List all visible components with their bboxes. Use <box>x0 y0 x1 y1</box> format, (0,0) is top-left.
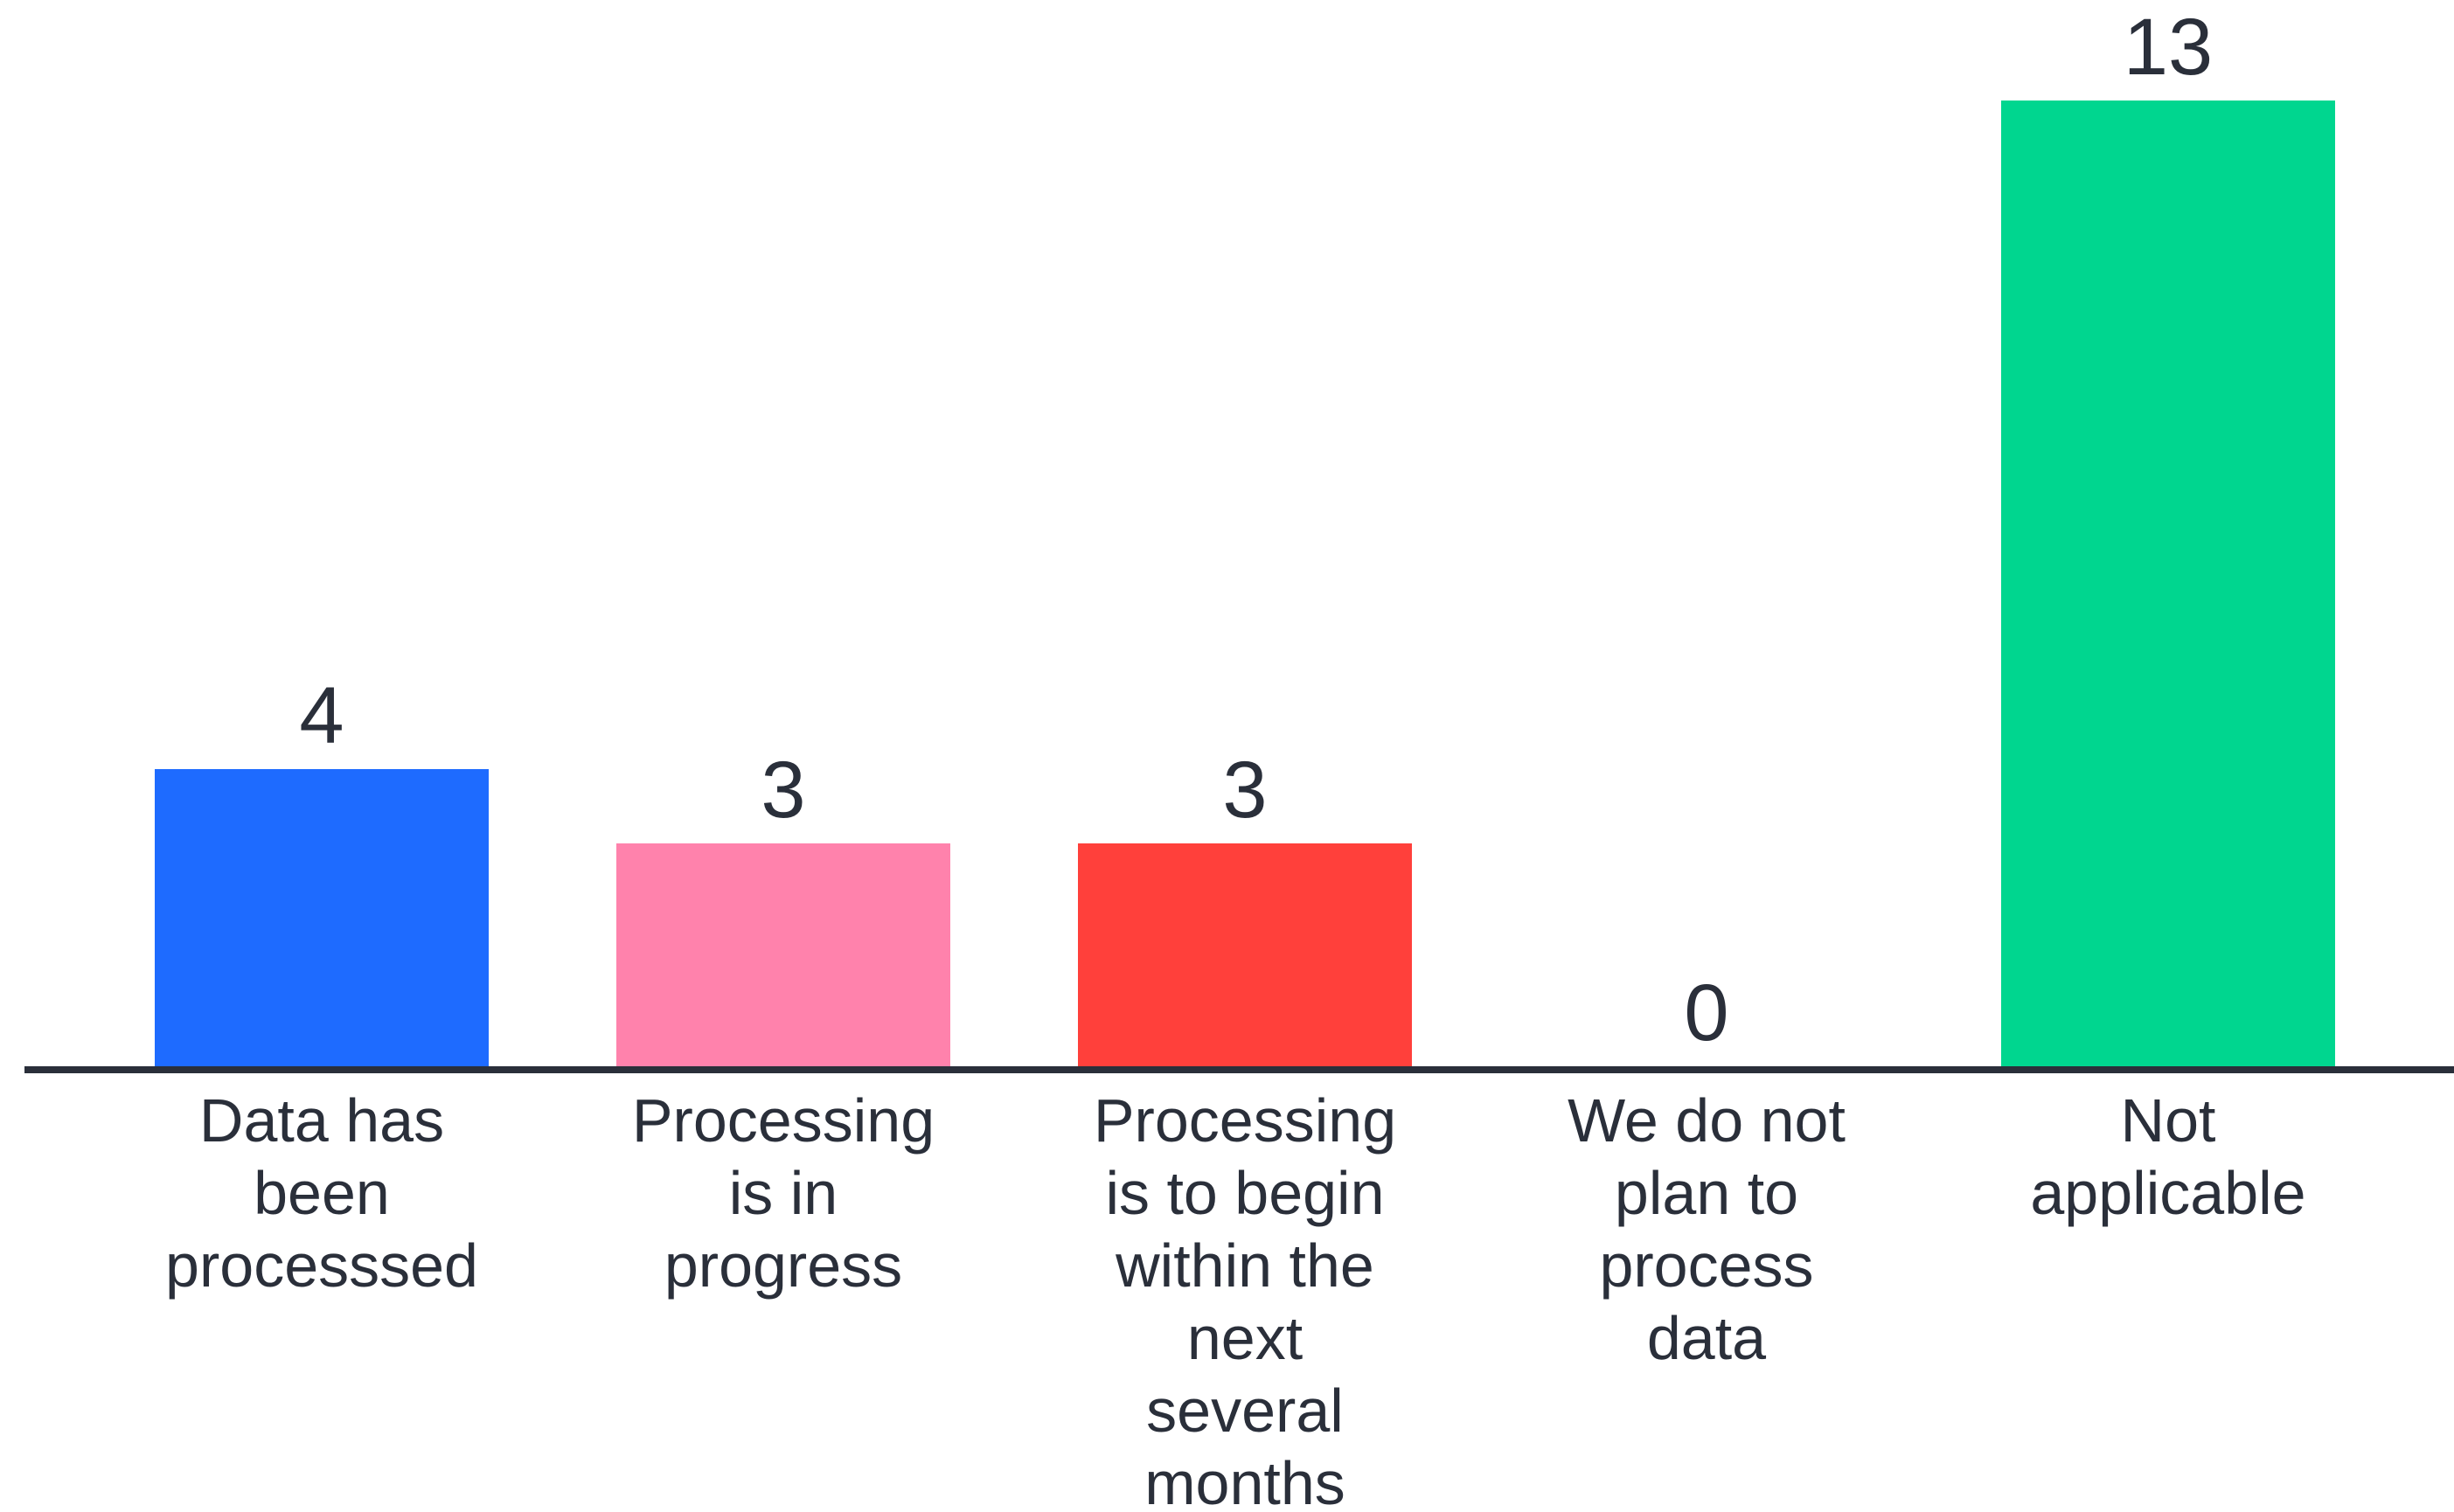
category-label-line: is to begin <box>1105 1159 1384 1227</box>
category-label-line: months <box>1144 1449 1345 1512</box>
category-label-line: We do not <box>1568 1086 1846 1155</box>
value-label-0: 4 <box>299 671 344 760</box>
category-label-line: Processing <box>1094 1086 1396 1155</box>
bars-group <box>155 101 2335 1066</box>
value-label-4: 13 <box>2124 3 2213 92</box>
value-labels-group: 4 3 3 0 13 <box>299 3 2213 1058</box>
category-label-line: process <box>1599 1231 1813 1300</box>
category-label-line: been <box>254 1159 390 1227</box>
category-label-2: Processing is to begin within the next sever… <box>1094 1086 1396 1512</box>
category-label-0: Data has been processsed <box>165 1086 478 1300</box>
category-label-line: Not <box>2121 1086 2216 1155</box>
category-label-line: data <box>1647 1304 1766 1372</box>
bar-4 <box>2001 101 2335 1066</box>
category-label-1: Processing is in progress <box>632 1086 935 1300</box>
category-label-line: applicable <box>2030 1159 2305 1227</box>
value-label-3: 0 <box>1684 968 1728 1058</box>
category-label-line: processsed <box>165 1231 478 1300</box>
category-label-line: plan to <box>1615 1159 1798 1227</box>
value-label-2: 3 <box>1222 746 1267 835</box>
value-label-1: 3 <box>761 746 805 835</box>
category-label-3: We do not plan to process data <box>1568 1086 1846 1372</box>
bar-1 <box>616 843 950 1066</box>
category-label-line: several <box>1146 1377 1344 1445</box>
category-label-4: Not applicable <box>2030 1086 2305 1227</box>
category-label-line: within the <box>1115 1231 1374 1300</box>
category-label-line: is in <box>729 1159 838 1227</box>
category-label-line: progress <box>664 1231 902 1300</box>
category-label-line: Processing <box>632 1086 935 1155</box>
bar-0 <box>155 769 489 1066</box>
category-label-line: Data has <box>199 1086 444 1155</box>
category-label-line: next <box>1187 1304 1303 1372</box>
bar-2 <box>1078 843 1412 1066</box>
